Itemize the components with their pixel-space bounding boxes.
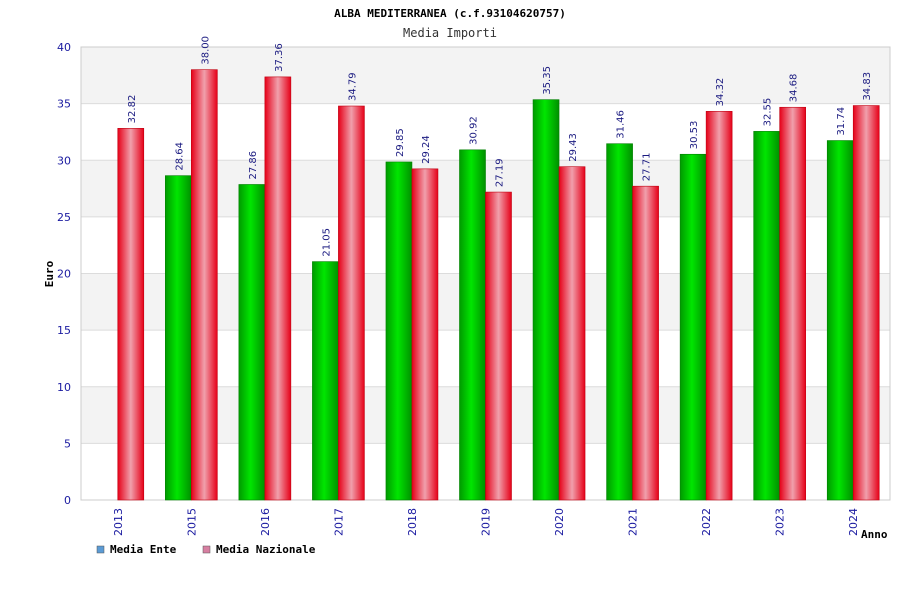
y-tick-label: 20	[57, 268, 71, 281]
data-label: 31.46	[616, 110, 627, 139]
bar-media-ente	[826, 140, 854, 501]
data-label: 31.74	[836, 107, 847, 136]
x-tick-label: 2023	[774, 508, 787, 536]
data-label: 29.85	[395, 128, 406, 157]
data-label: 34.32	[715, 78, 726, 107]
y-tick-label: 15	[57, 324, 71, 337]
data-label: 35.35	[542, 66, 553, 95]
data-label: 27.86	[248, 151, 259, 180]
bar-media-nazionale	[852, 105, 880, 501]
y-tick-label: 0	[64, 494, 71, 507]
bar-media-nazionale	[338, 105, 365, 501]
x-tick-label: 2017	[332, 508, 345, 536]
bar-media-nazionale	[117, 128, 145, 501]
bar-media-ente	[679, 153, 707, 501]
data-label: 30.92	[469, 116, 480, 145]
x-tick-label: 2022	[700, 508, 713, 536]
legend-swatch	[96, 545, 105, 554]
legend-swatch	[202, 545, 211, 554]
x-tick-label: 2016	[259, 508, 272, 536]
data-label: 34.79	[347, 72, 358, 101]
chart-subtitle: Media Importi	[403, 26, 497, 40]
x-tick-label: 2019	[480, 508, 493, 536]
bar-media-nazionale	[558, 166, 586, 501]
x-tick-label: 2021	[627, 508, 640, 536]
x-tick-label: 2018	[406, 508, 419, 536]
data-label: 38.00	[200, 36, 211, 65]
legend-label: Media Nazionale	[216, 543, 316, 556]
bar-media-ente	[238, 184, 266, 501]
bar-media-nazionale	[411, 168, 439, 501]
bars: 32.82 28.64 38.00 27.86 37.36 21.05 34.79 29.85…	[117, 36, 880, 501]
x-tick-label: 2024	[847, 508, 860, 536]
x-tick-label: 2020	[553, 508, 566, 536]
data-label: 34.83	[862, 72, 873, 101]
legend: Media Ente Media Nazionale	[96, 543, 316, 556]
bar-media-nazionale	[264, 76, 292, 501]
data-label: 32.82	[127, 95, 138, 124]
y-axis-label: Euro	[43, 260, 56, 287]
bar-media-nazionale	[485, 191, 512, 501]
data-label: 29.43	[568, 133, 579, 162]
bar-media-ente	[312, 261, 339, 501]
bar-media-nazionale	[191, 69, 218, 501]
y-tick-label: 30	[57, 154, 71, 167]
y-tick-label: 40	[57, 41, 71, 54]
x-tick-label: 2013	[112, 508, 125, 536]
data-label: 32.55	[763, 98, 774, 127]
bar-media-nazionale	[779, 106, 806, 501]
y-tick-label: 5	[64, 437, 71, 450]
data-label: 29.24	[421, 135, 432, 164]
bar-media-ente	[532, 99, 560, 501]
x-axis-ticks: 2013 2015 2016 2017 2018 2019 2020 2021 2022 2023…	[112, 508, 860, 536]
bar-media-ente	[753, 131, 780, 501]
y-tick-label: 25	[57, 211, 71, 224]
data-label: 21.05	[321, 228, 332, 257]
chart-title: ALBA MEDITERRANEA (c.f.93104620757)	[334, 7, 566, 20]
bar-media-ente	[385, 161, 413, 501]
x-axis-label: Anno	[861, 528, 888, 541]
data-label: 28.64	[174, 142, 185, 171]
bar-media-ente	[606, 143, 633, 501]
y-tick-label: 10	[57, 381, 71, 394]
y-axis-ticks: 0 5 10 15 20 25 30 35 40	[57, 41, 71, 507]
bar-media-nazionale	[632, 185, 659, 501]
y-tick-label: 35	[57, 98, 71, 111]
data-label: 27.19	[495, 158, 506, 187]
legend-label: Media Ente	[110, 543, 177, 556]
data-label: 30.53	[689, 121, 700, 150]
bar-media-nazionale	[705, 111, 733, 501]
bar-media-ente	[165, 175, 192, 501]
data-label: 37.36	[274, 43, 285, 72]
data-label: 27.71	[642, 153, 653, 182]
bar-media-ente	[459, 149, 486, 501]
x-tick-label: 2015	[185, 508, 198, 536]
data-label: 34.68	[789, 74, 800, 103]
